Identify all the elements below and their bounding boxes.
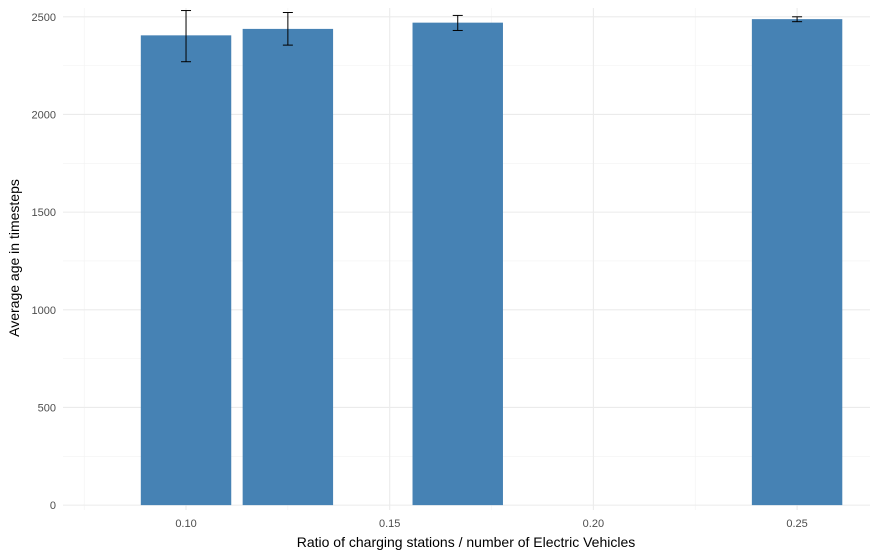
error-bar [181,10,192,63]
x-tick-label: 0.10 [175,518,196,530]
y-tick-label: 2000 [32,109,56,121]
y-tick-label: 1500 [32,207,56,219]
y-tick-label: 2500 [32,12,56,24]
x-axis-title: Ratio of charging stations / number of E… [297,534,636,550]
y-tick-label: 1000 [32,305,56,317]
y-tick-labels: 0 500 1000 1500 2000 2500 [32,12,56,512]
x-tick-label: 0.15 [379,518,400,530]
bar [412,22,503,506]
y-axis-title: Average age in timesteps [6,179,22,337]
bars [140,19,843,506]
error-bars [181,10,803,63]
bar [140,35,232,506]
x-tick-labels: 0.10 0.15 0.20 0.25 [175,518,807,530]
bar [242,28,334,506]
x-tick-label: 0.25 [786,518,807,530]
y-tick-label: 0 [50,500,56,512]
y-tick-label: 500 [38,402,56,414]
x-tick-label: 0.20 [583,518,604,530]
error-bar [282,11,293,46]
error-bar [792,16,803,23]
error-bar [452,14,463,31]
bar [751,19,843,506]
